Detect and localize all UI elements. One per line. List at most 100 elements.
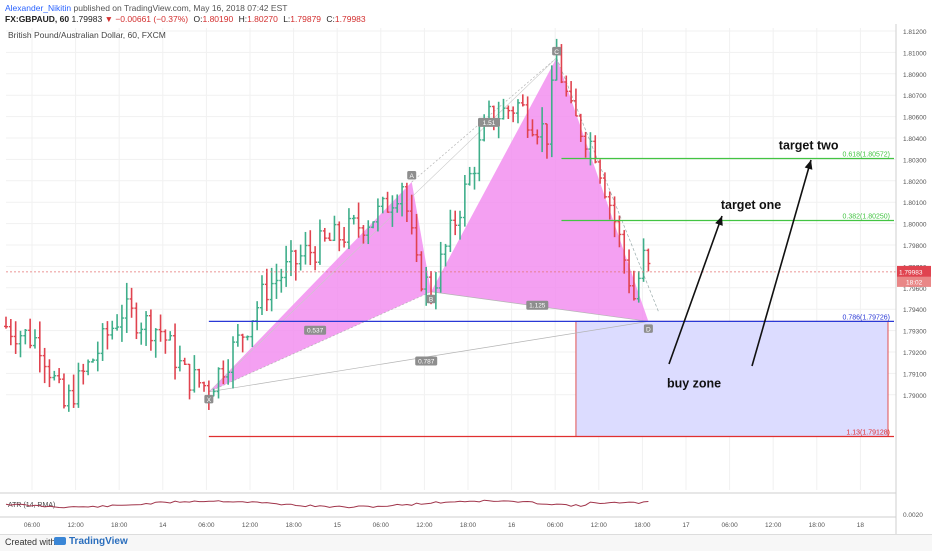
ohlc-bar [115, 314, 120, 331]
ohlc-bar [231, 336, 236, 389]
current-price-tag [897, 265, 931, 277]
ohlc-bar [453, 210, 458, 236]
ohlc-bar [424, 266, 429, 306]
ohlc-bar [530, 119, 535, 137]
ohlc-bar [182, 357, 187, 366]
ohlc-bar [177, 345, 182, 372]
low-label: L: [283, 14, 291, 24]
ohlc-bar [235, 324, 240, 347]
ohlc-bar [308, 230, 313, 266]
ohlc-bar [168, 331, 173, 341]
pattern-ratio-label: 1.125 [529, 303, 546, 310]
y-tick-label: 1.79300 [903, 329, 927, 336]
pattern-point-x: X [204, 394, 214, 404]
ohlc-bar [448, 209, 453, 252]
ohlc-bar [337, 221, 342, 252]
symbol-label: FX:GBPAUD, 60 [5, 14, 70, 24]
pattern-point-label: B [429, 297, 433, 304]
ohlc-bar [187, 363, 192, 400]
ohlc-bar [148, 309, 153, 351]
buy-zone-label: buy zone [667, 376, 721, 390]
author-link[interactable]: Alexander_Nikitin [5, 3, 72, 13]
target-two-arrow [751, 159, 813, 367]
pattern-ratio-box [304, 325, 327, 335]
x-tick-label: 15 [334, 522, 342, 529]
pattern-point-c: C [552, 46, 562, 56]
fib-level-label: 1.13(1.79128) [846, 429, 890, 436]
ohlc-bar [4, 316, 8, 329]
y-tick-label: 1.80600 [903, 115, 927, 122]
open-value: 1.80190 [202, 14, 234, 24]
ohlc-bar [366, 220, 371, 245]
ohlc-bar [86, 359, 91, 376]
ohlc-bar [361, 225, 366, 244]
pattern-point-label: X [207, 397, 212, 404]
pattern-ratio-label: 1.51 [483, 120, 496, 127]
ohlc-bar [622, 230, 627, 274]
ohlc-bar [544, 123, 549, 159]
ohlc-bar [602, 172, 607, 199]
price-chart[interactable]: 0.618(1.80572) 0.382(1.80250) 0.786(1.7972… [0, 24, 932, 534]
ohlc-bar [13, 321, 18, 354]
fib-level-label: 0.786(1.79726) [843, 314, 890, 321]
publish-info: Alexander_Nikitin published on TradingVi… [5, 3, 287, 13]
ohlc-bar [298, 244, 303, 271]
xb-line [208, 291, 432, 393]
ohlc-bar [153, 328, 158, 358]
pattern-point-box [204, 394, 214, 404]
ohlc-bar [284, 245, 289, 287]
ohlc-bar [598, 159, 603, 184]
y-tick-label: 1.80000 [903, 222, 927, 229]
pattern-point-label: D [646, 326, 651, 333]
ohlc-bar [269, 267, 274, 312]
close-label: C: [326, 14, 335, 24]
x-tick-label: 18:00 [285, 522, 302, 529]
ohlc-bar [346, 208, 351, 250]
low-value: 1.79879 [290, 14, 322, 24]
chart-title: British Pound/Australian Dollar, 60, FXC… [8, 30, 166, 40]
y-tick-label: 1.80300 [903, 157, 927, 164]
x-tick-label: 12:00 [416, 522, 433, 529]
pattern-point-label: C [554, 49, 559, 56]
ohlc-bar [419, 251, 424, 292]
ohlc-bar [52, 370, 57, 381]
ohlc-bar [71, 374, 76, 408]
tradingview-logo[interactable]: TradingView [54, 536, 128, 547]
ohlc-bar [404, 182, 409, 222]
ohlc-bar [173, 323, 178, 380]
ohlc-bar [322, 227, 327, 242]
countdown-tag [897, 276, 931, 287]
ohlc-bar [515, 99, 520, 124]
ohlc-bar [583, 131, 588, 158]
pattern-ratio: 0.787 [415, 356, 438, 366]
pattern-point-a: A [407, 171, 417, 180]
ohlc-bar [259, 275, 264, 316]
x-tick-label: 18:00 [809, 522, 826, 529]
ohlc-bar [627, 249, 632, 294]
xab-triangle [208, 182, 432, 392]
ohlc-bar [158, 314, 163, 342]
ohlc-bar [192, 355, 197, 393]
pattern-ratio: 0.537 [304, 325, 327, 335]
close-value: 1.79983 [334, 14, 366, 24]
target-two-arrow-shaft [751, 159, 812, 367]
ohlc-bar [66, 384, 71, 412]
ohlc-bar [646, 248, 651, 272]
ohlc-bar [588, 132, 593, 166]
ohlc-bar [313, 246, 318, 271]
ohlc-bar [139, 322, 144, 345]
ohlc-bar [578, 113, 583, 142]
x-tick-label: 12:00 [591, 522, 608, 529]
ohlc-bar [525, 96, 530, 138]
pattern-point-box [643, 324, 653, 333]
ohlc-legend: FX:GBPAUD, 60 1.79983 ▼ −0.00661 (−0.37%… [5, 14, 366, 24]
atr-line [5, 499, 649, 509]
ohlc-bar [390, 195, 395, 227]
ohlc-bar [458, 210, 463, 240]
ohlc-bar [395, 194, 400, 213]
x-tick-label: 12:00 [67, 522, 84, 529]
y-tick-label: 1.80400 [903, 136, 927, 143]
ohlc-bar [462, 174, 467, 227]
y-tick-label: 1.81000 [903, 50, 927, 57]
pattern-point-d: D [643, 324, 653, 333]
